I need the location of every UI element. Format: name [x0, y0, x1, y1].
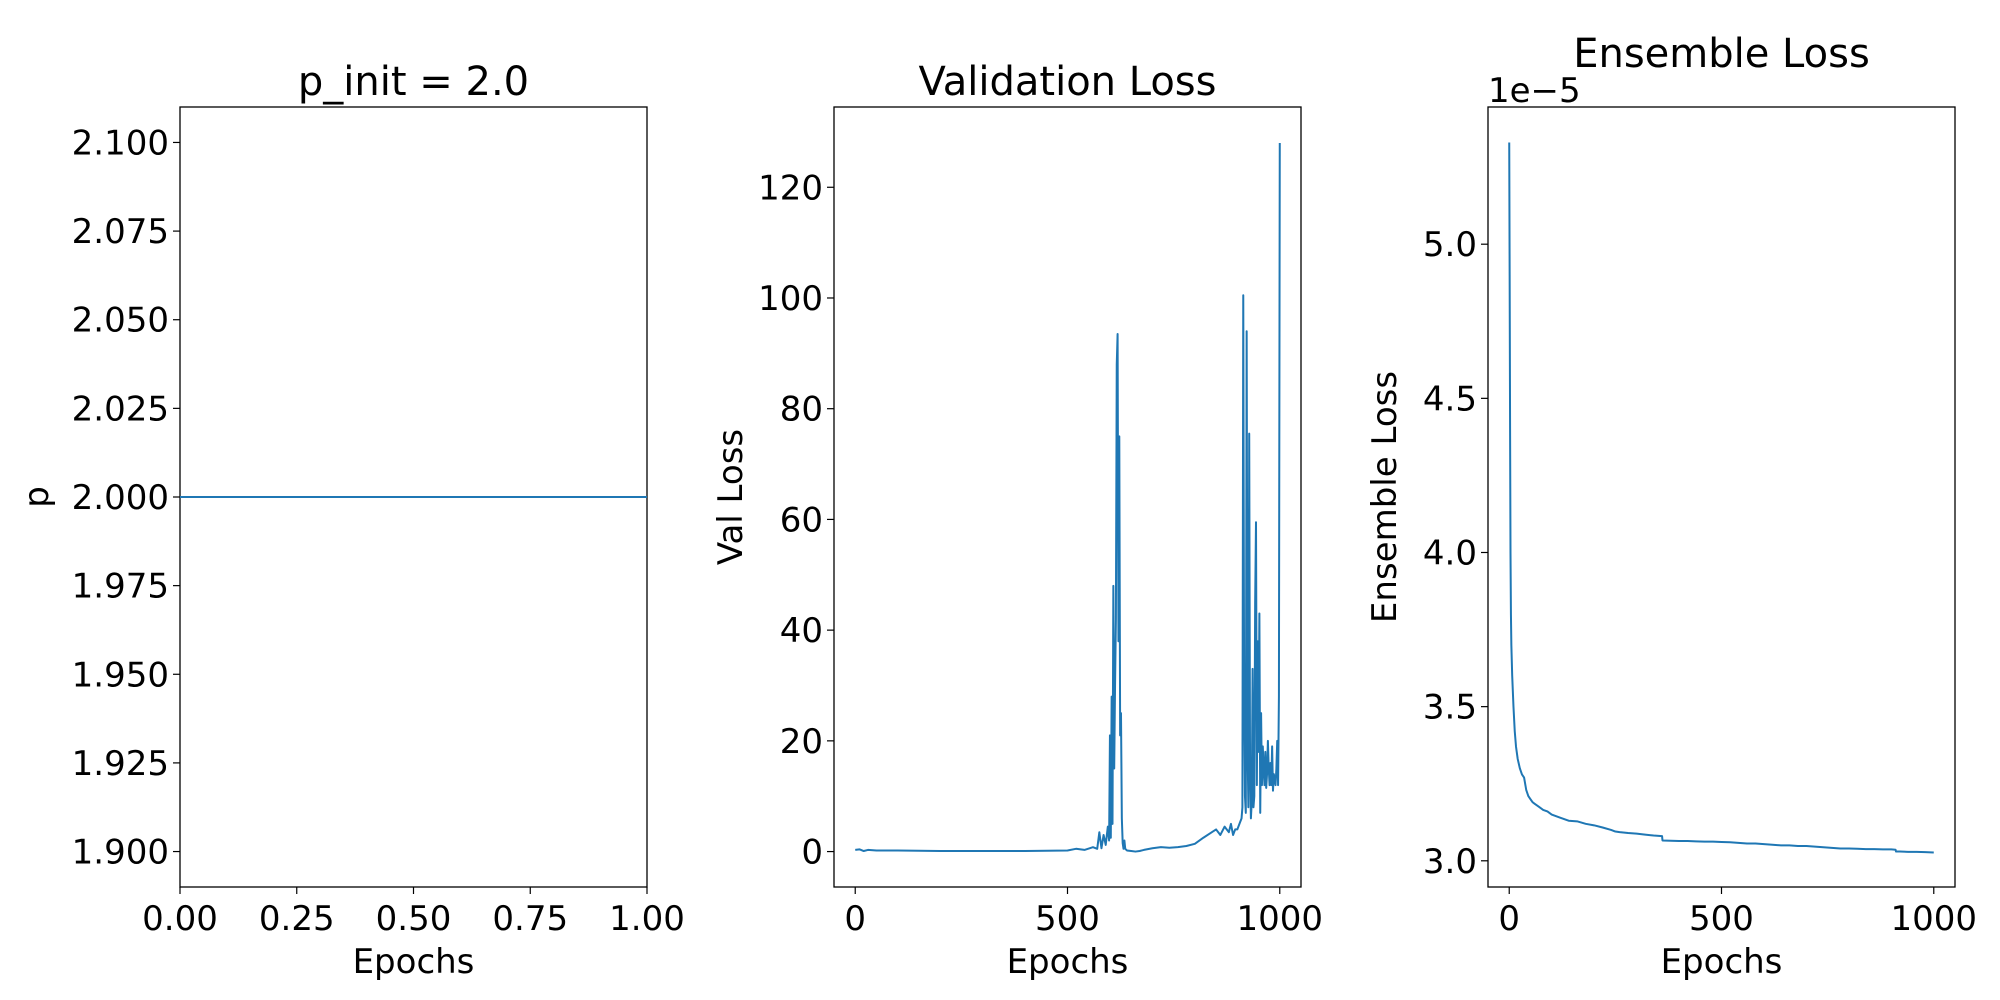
chart-2-x-axis-label: Epochs	[1007, 942, 1129, 982]
chart-2-y-tick-label: 100	[758, 279, 823, 319]
chart-1-x-tick-label: 1.00	[609, 899, 685, 939]
chart-2-y-tick-label: 0	[801, 833, 823, 873]
chart-3-y-tick-label: 3.0	[1423, 842, 1477, 882]
chart-1-x-tick-label: 0.75	[492, 899, 568, 939]
chart-1-x-tick-label: 0.50	[376, 899, 452, 939]
chart-1-y-tick-label: 2.100	[72, 123, 169, 163]
chart-2-x-tick-label: 1000	[1237, 899, 1324, 939]
chart-2-y-axis-label: Val Loss	[711, 429, 751, 565]
chart-2-y-tick-label: 60	[780, 500, 823, 540]
chart-1-y-tick-label: 1.900	[72, 833, 169, 873]
chart-2-x-tick-label: 500	[1035, 899, 1100, 939]
chart-1-x-tick-label: 0.25	[259, 899, 335, 939]
chart-3-x-tick-label: 0	[1498, 899, 1520, 939]
chart-3-series-line	[1508, 142, 1934, 854]
chart-2-y-tick-label: 20	[780, 722, 823, 762]
chart-3-offset-text: 1e−5	[1488, 71, 1581, 111]
chart-3-y-tick-label: 3.5	[1423, 688, 1477, 728]
chart-1-y-axis-label: p	[17, 486, 57, 508]
chart-1-x-axis-label: Epochs	[353, 942, 475, 982]
chart-3-x-axis-label: Epochs	[1661, 942, 1783, 982]
chart-1-x-tick-label: 0.00	[142, 899, 218, 939]
chart-2-x-tick-label: 0	[844, 899, 866, 939]
chart-1-y-tick-label: 2.050	[72, 301, 169, 341]
chart-1-y-tick-label: 2.025	[72, 389, 169, 429]
chart-2-title: Validation Loss	[919, 59, 1217, 105]
chart-2-y-tick-label: 120	[758, 168, 823, 208]
chart-2-y-tick-label: 80	[780, 390, 823, 430]
chart-1-y-tick-label: 1.975	[72, 567, 169, 607]
chart-2-y-tick-label: 40	[780, 611, 823, 651]
chart-3-title: Ensemble Loss	[1573, 31, 1870, 77]
chart-1-y-tick-label: 2.075	[72, 212, 169, 252]
chart-3-plot-frame	[1487, 106, 1956, 888]
chart-3-x-tick-label: 500	[1689, 899, 1754, 939]
chart-3-y-tick-label: 4.5	[1423, 379, 1477, 419]
chart-3-x-tick-label: 1000	[1891, 899, 1978, 939]
chart-1-y-tick-label: 1.925	[72, 744, 169, 784]
chart-1-y-tick-label: 2.000	[72, 478, 169, 518]
chart-2-plot-frame	[833, 106, 1302, 888]
chart-3-y-axis-label: Ensemble Loss	[1365, 371, 1405, 623]
chart-1-y-tick-label: 1.950	[72, 655, 169, 695]
chart-2-series-line	[855, 142, 1281, 853]
chart-1-title: p_init = 2.0	[298, 59, 529, 105]
chart-3-y-tick-label: 5.0	[1423, 225, 1477, 265]
chart-3-y-tick-label: 4.0	[1423, 533, 1477, 573]
